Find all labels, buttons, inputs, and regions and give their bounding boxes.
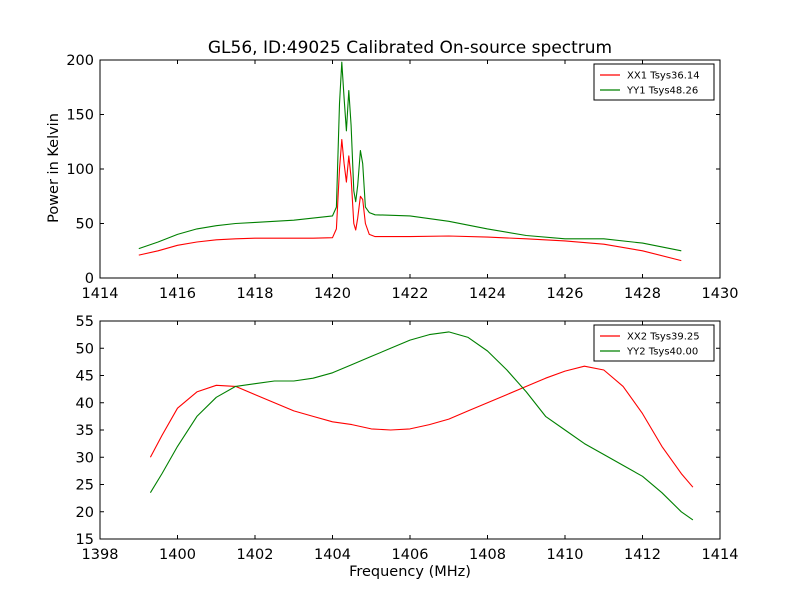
bottom-y-tick-label: 40 xyxy=(76,396,94,412)
top-x-tick-label: 1426 xyxy=(547,286,584,302)
bottom-y-tick-label: 55 xyxy=(76,314,94,330)
top-legend: XX1 Tsys36.14 YY1 Tsys48.26 xyxy=(593,63,715,101)
bottom-y-tick-label: 35 xyxy=(76,423,94,439)
bottom-y-tick-label: 20 xyxy=(76,505,94,521)
top-x-tick-label: 1430 xyxy=(702,286,739,302)
top-series-line-1 xyxy=(138,139,682,262)
bottom-x-tick-label: 1414 xyxy=(702,547,739,563)
top-panel: 1414 1416 1418 1420 1422 1424 1426 1428 1430 0 50 1… xyxy=(66,53,738,302)
top-x-tick-label: 1428 xyxy=(624,286,661,302)
bottom-x-tick-label: 1412 xyxy=(624,547,661,563)
bottom-series-line-2 xyxy=(149,331,694,521)
top-x-tick-label: 1424 xyxy=(469,286,506,302)
bottom-legend-label-2: YY2 Tsys40.00 xyxy=(626,347,698,358)
bottom-legend-box xyxy=(593,324,715,362)
top-legend-label-1: XX1 Tsys36.14 xyxy=(627,71,700,82)
bottom-x-tick-label: 1410 xyxy=(547,547,584,563)
bottom-x-tick-label: 1402 xyxy=(237,547,274,563)
bottom-x-tick-label: 1406 xyxy=(392,547,429,563)
top-x-tick-label: 1422 xyxy=(392,286,429,302)
top-y-axis-label: Power in Kelvin xyxy=(46,113,62,223)
top-legend-label-2: YY1 Tsys48.26 xyxy=(626,86,698,97)
top-x-tick-label: 1420 xyxy=(314,286,351,302)
top-x-tick-label: 1414 xyxy=(82,286,119,302)
bottom-legend: XX2 Tsys39.25 YY2 Tsys40.00 xyxy=(593,324,715,362)
top-x-tick-label: 1418 xyxy=(237,286,274,302)
bottom-panel: 1398 1400 1402 1404 1406 1408 1410 1412 1414 15 20… xyxy=(76,314,739,563)
bottom-x-axis-label: Frequency (MHz) xyxy=(349,564,471,580)
bottom-x-tick-label: 1398 xyxy=(82,547,119,563)
chart-title: GL56, ID:49025 Calibrated On-source spec… xyxy=(208,38,612,58)
bottom-legend-label-1: XX2 Tsys39.25 xyxy=(627,332,700,343)
bottom-x-tick-label: 1408 xyxy=(469,547,506,563)
bottom-y-tick-label: 30 xyxy=(76,450,94,466)
bottom-x-tick-label: 1400 xyxy=(159,547,196,563)
top-legend-box xyxy=(593,63,715,101)
bottom-y-tick-label: 15 xyxy=(76,532,94,548)
top-y-tick-label: 100 xyxy=(66,162,94,178)
top-x-tick-label: 1416 xyxy=(159,286,196,302)
top-y-tick-label: 0 xyxy=(85,271,94,287)
top-y-tick-label: 200 xyxy=(66,53,94,69)
top-y-tick-label: 150 xyxy=(66,108,94,124)
bottom-y-tick-label: 50 xyxy=(76,341,94,357)
bottom-series-line-1 xyxy=(149,365,694,488)
top-y-tick-label: 50 xyxy=(76,217,94,233)
bottom-y-tick-label: 25 xyxy=(76,478,94,494)
bottom-x-tick-label: 1404 xyxy=(314,547,351,563)
bottom-y-tick-label: 45 xyxy=(76,369,94,385)
top-series-line-2 xyxy=(138,61,682,252)
